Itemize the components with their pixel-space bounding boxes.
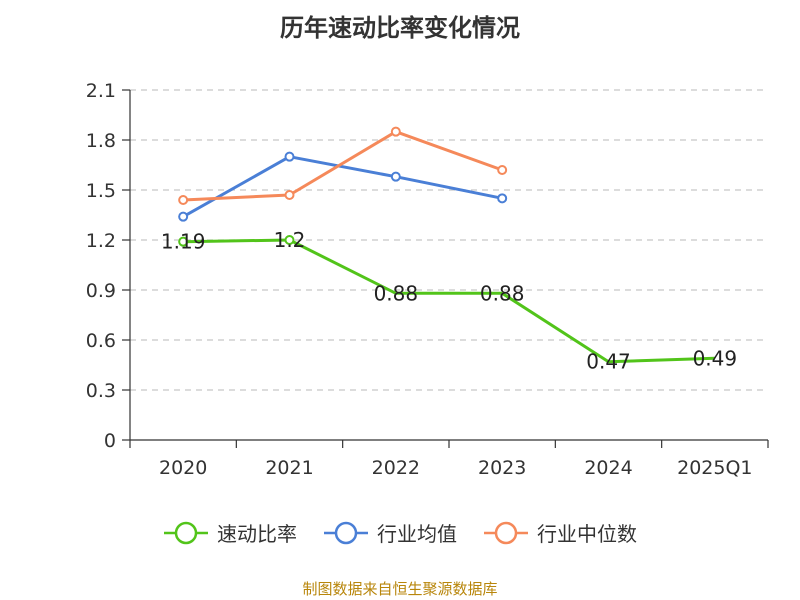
data-labels: 1.19 1.2 0.88 0.88 0.47 0.49 <box>161 228 737 374</box>
data-label: 0.88 <box>374 281 419 305</box>
legend-swatch-icon <box>484 521 528 544</box>
data-point <box>178 236 189 247</box>
axes: 0 0.3 0.6 0.9 1.2 1.5 1.8 2.1 2020 2021 2022 2023 20… <box>86 80 769 479</box>
series-line <box>183 130 503 202</box>
series-line <box>182 155 503 219</box>
series-lines <box>178 126 715 364</box>
legend-item[interactable]: 行业均值 <box>323 518 457 547</box>
legend: 速动比率 行业均值 行业中位数 <box>0 518 800 547</box>
data-point <box>284 151 295 162</box>
legend-swatch-marker <box>334 521 358 544</box>
legend-item[interactable]: 行业中位数 <box>483 518 637 547</box>
legend-label: 速动比率 <box>217 522 297 546</box>
data-point <box>284 190 295 200</box>
x-tick-label: 2025Q1 <box>677 457 752 479</box>
legend-swatch-icon <box>324 521 368 544</box>
x-tick-label: 2021 <box>265 457 313 479</box>
x-tick-label: 2020 <box>159 457 207 479</box>
y-tick-label: 1.5 <box>86 180 116 202</box>
data-point <box>178 211 189 222</box>
y-tick-label: 2.1 <box>86 80 116 102</box>
y-tick-label: 0.9 <box>86 280 116 302</box>
x-tick-label: 2024 <box>584 457 632 479</box>
legend-item[interactable]: 速动比率 <box>163 518 297 547</box>
data-label: 0.49 <box>693 346 738 370</box>
legend-label: 行业均值 <box>377 522 457 546</box>
source-note: 制图数据来自恒生聚源数据库 <box>302 580 498 598</box>
data-point <box>390 126 401 137</box>
data-label: 0.47 <box>586 350 631 374</box>
data-label: 1.19 <box>161 230 206 254</box>
series-line <box>183 238 715 364</box>
data-point <box>284 235 295 245</box>
y-tick-label: 1.8 <box>86 130 116 152</box>
data-point <box>178 195 189 205</box>
legend-label: 行业中位数 <box>537 522 637 546</box>
data-label: 1.2 <box>274 228 306 252</box>
legend-swatch-icon <box>164 521 208 544</box>
data-point <box>497 193 508 204</box>
y-tick-label: 0.3 <box>86 380 116 402</box>
x-tick-label: 2022 <box>372 457 420 479</box>
legend-swatch-marker <box>174 521 198 544</box>
y-tick-label: 1.2 <box>86 230 116 252</box>
chart-title: 历年速动比率变化情况 <box>280 14 520 42</box>
legend-swatch-marker <box>494 521 518 544</box>
y-tick-label: 0.6 <box>86 330 116 352</box>
y-tick-label: 0 <box>104 430 116 452</box>
x-tick-label: 2023 <box>478 457 526 479</box>
data-point <box>390 171 401 182</box>
grid-lines <box>130 89 768 391</box>
data-label: 0.88 <box>480 281 525 305</box>
data-point <box>497 165 508 175</box>
